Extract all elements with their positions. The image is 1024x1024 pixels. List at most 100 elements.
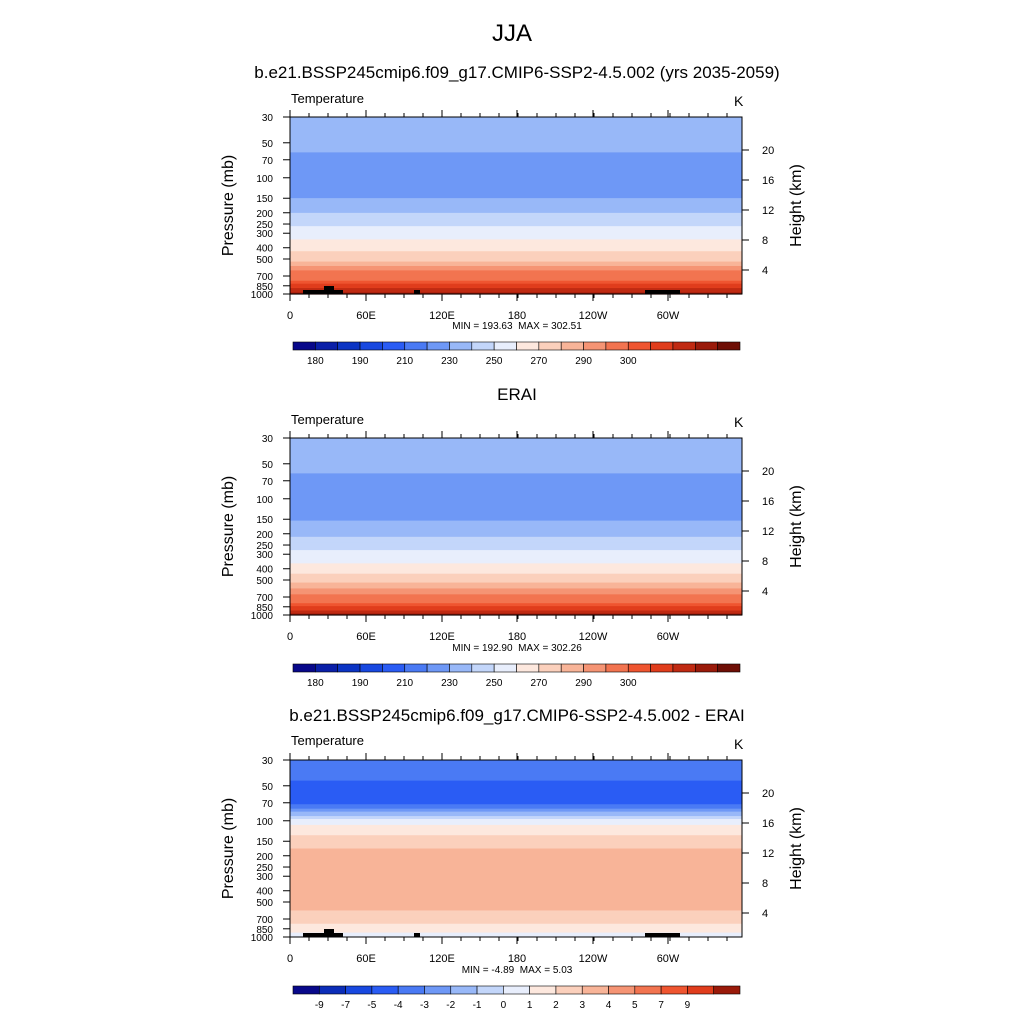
y2-tick-label: 4	[762, 908, 768, 920]
contour-band	[290, 289, 742, 292]
colorbar-label: -9	[315, 1000, 324, 1011]
colorbar-label: 4	[606, 1000, 612, 1011]
panel-1-stats: MIN = 193.63 MAX = 302.51	[367, 321, 667, 332]
contour-band	[290, 291, 742, 294]
contour-band	[290, 561, 742, 564]
colorbar-swatch	[345, 985, 373, 995]
contour-band	[290, 581, 742, 584]
colorbar-swatch	[717, 341, 741, 351]
contour-band	[290, 847, 742, 850]
y-tick-label: 700	[256, 272, 273, 283]
contour-band	[290, 181, 742, 184]
colorbar-swatch	[555, 985, 583, 995]
colorbar-label: -5	[367, 1000, 376, 1011]
y2-tick-label: 16	[762, 818, 774, 830]
contour-band	[290, 452, 742, 455]
x-tick-label: 180	[508, 631, 526, 643]
contour-band	[290, 570, 742, 573]
contour-band	[290, 128, 742, 131]
colorbar-swatch	[292, 341, 316, 351]
y-tick-label: 1000	[251, 933, 274, 944]
contour-band	[290, 152, 742, 155]
contour-band	[290, 276, 742, 279]
y-tick-label: 300	[256, 872, 273, 883]
contour-band	[290, 236, 742, 239]
y-tick-label: 400	[256, 565, 273, 576]
panel-3-units-label: K	[734, 736, 744, 752]
panel-2-max-label: MAX = 302.26	[518, 643, 582, 654]
y2-tick-label: 16	[762, 175, 774, 187]
contour-band	[290, 252, 742, 255]
contour-band	[290, 449, 742, 452]
contour-band	[290, 153, 742, 156]
contour-band	[290, 592, 742, 595]
y-tick-label: 200	[256, 852, 273, 863]
contour-band	[290, 485, 742, 488]
panel-1-plot: 0 60E 120E 180 120W 60W3050701001502002503004…	[220, 110, 805, 367]
contour-band	[290, 471, 742, 474]
colorbar-swatch	[315, 663, 339, 673]
contour-band	[290, 137, 742, 140]
contour-band	[290, 922, 742, 925]
contour-band	[290, 556, 742, 559]
colorbar-swatch	[493, 663, 517, 673]
contour-band	[290, 867, 742, 870]
contour-band	[290, 839, 742, 842]
contour-band	[290, 875, 742, 878]
y2-tick-label: 8	[762, 556, 768, 568]
contour-band	[290, 910, 742, 913]
contour-band	[290, 451, 742, 454]
y-tick-label: 250	[256, 863, 273, 874]
contour-band	[290, 489, 742, 492]
contour-band	[290, 505, 742, 508]
contour-band	[290, 854, 742, 857]
terrain-block	[324, 286, 334, 294]
contour-band	[290, 892, 742, 895]
contour-band	[290, 514, 742, 517]
contour-band	[290, 542, 742, 545]
panel-1-colorbar: 180 190 210 230 250 270 290 300	[292, 341, 741, 367]
contour-band	[290, 184, 742, 187]
contour-band	[290, 553, 742, 556]
colorbar-swatch	[627, 341, 651, 351]
contour-band	[290, 594, 742, 597]
contour-band	[290, 233, 742, 236]
contour-band	[290, 895, 742, 898]
x-tick-label: 120W	[579, 953, 608, 965]
contour-band	[290, 934, 742, 937]
contour-band	[290, 212, 742, 215]
contour-band	[290, 254, 742, 257]
contour-band	[290, 891, 742, 894]
contour-band	[290, 480, 742, 483]
contour-band	[290, 820, 742, 823]
colorbar-label: 300	[620, 356, 637, 367]
y2-tick-label: 20	[762, 145, 774, 157]
y-tick-label: 500	[256, 255, 273, 266]
contour-band	[290, 448, 742, 451]
contour-band	[290, 199, 742, 202]
colorbar-swatch	[359, 663, 383, 673]
colorbar-label: 180	[307, 678, 324, 689]
contour-band	[290, 202, 742, 205]
x-tick-label: 60E	[356, 310, 376, 322]
colorbar-swatch	[449, 341, 473, 351]
y-tick-label: 30	[262, 113, 274, 124]
contour-band	[290, 526, 742, 529]
contour-band	[290, 510, 742, 513]
contour-band	[290, 609, 742, 612]
contour-band	[290, 488, 742, 491]
colorbar-label: -2	[446, 1000, 455, 1011]
y-tick-label: 150	[256, 837, 273, 848]
contour-band	[290, 145, 742, 148]
y2-tick-label: 4	[762, 265, 768, 277]
contour-band	[290, 886, 742, 889]
y-tick-label: 30	[262, 434, 274, 445]
colorbar-swatch	[538, 341, 562, 351]
contour-band	[290, 140, 742, 143]
contour-band	[290, 913, 742, 916]
panel-1-contour-fill	[290, 117, 742, 295]
contour-band	[290, 612, 742, 615]
contour-band	[290, 793, 742, 796]
contour-band	[290, 201, 742, 204]
panel-3-title: b.e21.BSSP245cmip6.f09_g17.CMIP6-SSP2-4.…	[289, 706, 745, 725]
